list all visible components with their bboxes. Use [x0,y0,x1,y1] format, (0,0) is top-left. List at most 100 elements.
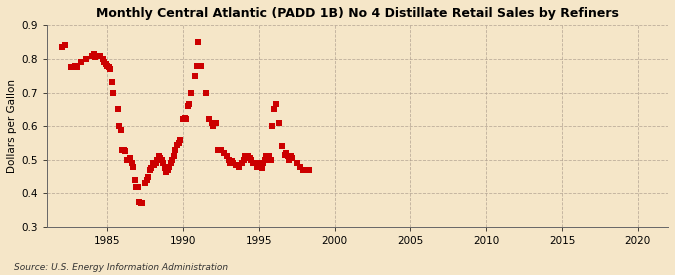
Point [200,90,211,95]
Point [193,40,204,44]
Point [122,158,132,162]
Point [282,154,293,159]
Point [252,164,263,169]
Point [219,151,230,155]
Point [221,154,232,159]
Y-axis label: Dollars per Gallon: Dollars per Gallon [7,79,17,173]
Point [243,154,254,159]
Point [165,161,176,165]
Point [90,55,101,59]
Point [119,147,130,152]
Point [247,161,258,165]
Point [181,117,192,122]
Point [131,185,142,189]
Point [164,164,175,169]
Point [237,161,248,165]
Point [161,169,171,174]
Point [256,166,267,170]
Point [286,154,296,159]
Point [276,144,287,148]
Point [108,90,119,95]
Point [117,147,128,152]
Point [147,161,158,165]
Point [115,127,126,132]
Point [152,158,163,162]
Point [59,43,70,48]
Point [103,65,114,70]
Point [284,158,294,162]
Point [279,153,290,157]
Point [153,154,164,159]
Point [86,53,97,58]
Point [167,158,178,162]
Point [72,65,82,70]
Point [215,147,226,152]
Point [287,156,298,160]
Point [294,164,305,169]
Point [178,117,188,122]
Point [263,156,273,160]
Point [132,185,143,189]
Point [155,156,166,160]
Point [182,104,193,108]
Point [246,158,256,162]
Point [80,57,91,61]
Point [70,64,81,68]
Point [250,161,261,165]
Point [157,158,167,162]
Point [203,117,214,122]
Point [146,166,157,170]
Point [135,201,146,206]
Point [123,158,134,162]
Point [240,154,250,159]
Point [88,52,99,56]
Point [134,200,144,204]
Point [231,163,242,167]
Point [258,161,269,165]
Point [140,181,151,186]
Point [137,201,148,206]
Point [273,121,284,125]
Point [255,164,266,169]
Point [270,102,281,106]
Point [244,156,255,160]
Point [101,62,111,66]
Point [57,45,68,49]
Title: Monthly Central Atlantic (PADD 1B) No 4 Distillate Retail Sales by Refiners: Monthly Central Atlantic (PADD 1B) No 4 … [96,7,619,20]
Point [196,64,207,68]
Point [190,73,200,78]
Point [175,138,186,142]
Point [227,161,238,165]
Point [300,168,311,172]
Point [211,121,222,125]
Point [261,154,272,159]
Point [226,159,237,164]
Point [281,151,292,155]
Point [105,67,115,71]
Point [304,168,315,172]
Point [141,178,152,182]
Point [207,121,217,125]
Point [107,80,117,85]
Point [129,178,140,182]
Point [159,166,170,170]
Point [114,124,125,128]
Point [185,90,196,95]
Point [238,158,249,162]
Point [264,154,275,159]
Point [208,124,219,128]
Point [253,161,264,165]
Point [163,168,173,172]
Point [249,161,260,165]
Point [173,141,184,145]
Point [97,57,108,61]
Point [126,161,137,165]
Point [99,60,109,64]
Point [184,102,194,106]
Point [170,147,181,152]
Point [191,64,202,68]
Point [144,168,155,172]
Point [125,156,136,160]
Point [298,168,308,172]
Point [102,64,113,68]
